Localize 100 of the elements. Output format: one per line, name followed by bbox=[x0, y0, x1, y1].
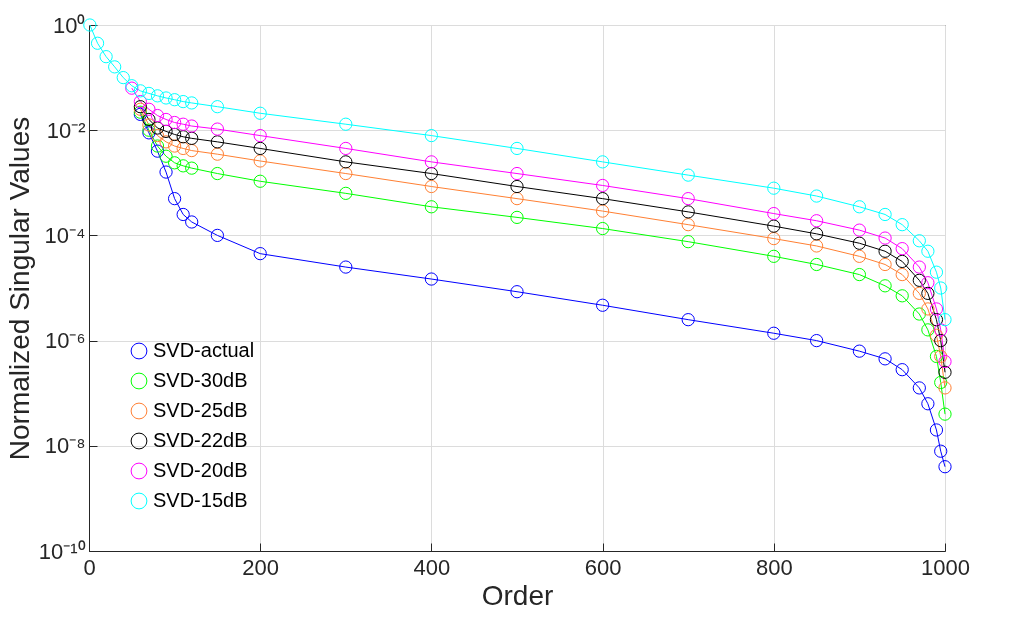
point bbox=[878, 279, 892, 293]
legend-label: SVD-22dB bbox=[153, 429, 248, 451]
point bbox=[895, 267, 909, 282]
point bbox=[424, 179, 439, 194]
point bbox=[510, 210, 524, 224]
point bbox=[99, 50, 113, 64]
point bbox=[150, 128, 165, 143]
point bbox=[912, 273, 926, 287]
point bbox=[934, 333, 948, 348]
point bbox=[934, 323, 948, 337]
point bbox=[895, 289, 909, 303]
y-tick-label: 10⁻² bbox=[46, 117, 86, 143]
point bbox=[852, 267, 867, 282]
point bbox=[185, 119, 199, 133]
x-tick-label: 200 bbox=[242, 554, 280, 580]
point bbox=[176, 159, 190, 173]
point bbox=[424, 200, 439, 214]
point bbox=[159, 124, 173, 138]
x-tick-label: 600 bbox=[584, 554, 622, 580]
point bbox=[150, 121, 165, 135]
point bbox=[150, 89, 165, 103]
point bbox=[253, 247, 267, 261]
point bbox=[253, 141, 267, 156]
point bbox=[912, 286, 926, 300]
point bbox=[852, 249, 867, 263]
point bbox=[921, 397, 935, 411]
point bbox=[912, 260, 926, 274]
point bbox=[938, 407, 952, 421]
x-tick-label: 400 bbox=[413, 554, 451, 580]
point bbox=[895, 218, 909, 232]
point bbox=[185, 161, 199, 175]
point bbox=[767, 219, 781, 233]
point bbox=[339, 155, 353, 169]
point bbox=[167, 115, 182, 130]
point bbox=[424, 166, 439, 181]
point bbox=[912, 234, 926, 248]
x-axis-title: Order bbox=[481, 579, 554, 611]
point bbox=[116, 70, 130, 85]
point bbox=[767, 249, 781, 263]
point bbox=[934, 444, 948, 458]
point bbox=[895, 242, 909, 256]
point bbox=[253, 154, 267, 168]
point bbox=[185, 215, 199, 229]
point bbox=[929, 423, 944, 437]
legend-label: SVD-actual bbox=[153, 339, 255, 361]
point bbox=[176, 117, 190, 131]
point bbox=[210, 100, 225, 114]
point bbox=[167, 192, 182, 206]
point bbox=[809, 239, 824, 253]
point bbox=[176, 141, 190, 156]
point bbox=[424, 128, 439, 143]
point bbox=[921, 244, 935, 258]
point bbox=[878, 352, 892, 366]
point bbox=[510, 179, 524, 194]
point bbox=[108, 60, 122, 74]
point bbox=[185, 131, 199, 145]
point bbox=[595, 221, 610, 236]
point bbox=[681, 313, 695, 327]
point bbox=[339, 260, 353, 274]
point bbox=[938, 313, 952, 327]
point bbox=[878, 231, 892, 245]
legend-label: SVD-20dB bbox=[153, 459, 248, 481]
y-axis-title: Normalized Singular Values bbox=[3, 116, 35, 461]
point bbox=[142, 112, 156, 127]
point bbox=[912, 381, 926, 395]
point bbox=[595, 204, 610, 218]
point bbox=[595, 298, 610, 312]
point bbox=[167, 139, 182, 153]
y-tick-label: 10⁻⁸ bbox=[44, 433, 86, 459]
point bbox=[878, 244, 892, 258]
point bbox=[253, 174, 267, 188]
point bbox=[767, 326, 781, 340]
point bbox=[510, 141, 524, 156]
point bbox=[878, 257, 892, 272]
point bbox=[510, 285, 524, 299]
point bbox=[929, 328, 944, 342]
y-tick-label: 10⁻¹⁰ bbox=[38, 538, 86, 564]
point bbox=[210, 147, 225, 161]
point bbox=[895, 254, 909, 269]
point bbox=[159, 165, 173, 179]
point bbox=[424, 155, 439, 169]
point bbox=[510, 192, 524, 206]
point bbox=[934, 375, 948, 390]
point bbox=[809, 333, 824, 348]
point bbox=[929, 313, 944, 327]
point bbox=[339, 141, 353, 156]
point bbox=[938, 365, 952, 379]
point bbox=[809, 227, 824, 241]
point bbox=[921, 323, 935, 337]
point bbox=[767, 181, 781, 195]
legend-label: SVD-15dB bbox=[153, 489, 248, 511]
point bbox=[595, 178, 610, 193]
point bbox=[210, 228, 225, 243]
point bbox=[938, 354, 952, 369]
point bbox=[210, 135, 225, 149]
point bbox=[921, 302, 935, 316]
point bbox=[681, 192, 695, 206]
legend-label: SVD-30dB bbox=[153, 369, 248, 391]
y-tick-label: 10⁰ bbox=[53, 12, 86, 38]
y-tick-label: 10⁻⁶ bbox=[44, 328, 86, 354]
